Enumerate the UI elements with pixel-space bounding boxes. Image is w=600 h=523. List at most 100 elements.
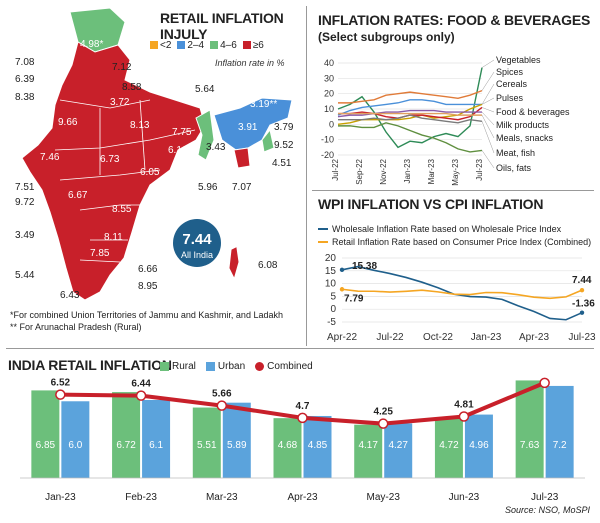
state-map-panel: 7.44 All India 4.98* 7.08 7.12 6.39 8.58 8.38… xyxy=(0,0,305,340)
wpi-end-label: -1.36 xyxy=(572,299,595,310)
wpi-y-tick: -5 xyxy=(327,317,336,328)
wpi-x-tick: Apr-22 xyxy=(327,332,357,343)
rural-bar xyxy=(354,424,383,478)
map-value-label: 6.05 xyxy=(140,167,160,178)
urban-bar xyxy=(384,423,413,478)
map-value-label: 9.52 xyxy=(274,140,294,151)
retail-legend: Rural Urban Combined xyxy=(160,361,313,372)
ssc-leader-line xyxy=(481,97,495,105)
map-value-label: 7.51 xyxy=(15,182,35,193)
cpi-start-label: 7.79 xyxy=(344,293,364,304)
map-region-andaman xyxy=(229,247,239,278)
ssc-y-tick: 30 xyxy=(324,73,334,83)
map-value-label: 6.73 xyxy=(100,154,120,165)
combined-point xyxy=(377,418,389,429)
wpi-chart-title: WPI INFLATION vs CPI INFLATION xyxy=(318,196,544,212)
map-value-label: 3.91 xyxy=(238,122,258,133)
map-value-label: 7.75 xyxy=(172,127,192,138)
map-footnote-2: ** For Arunachal Pradesh (Rural) xyxy=(10,322,142,332)
subgroup-chart-subtitle: (Select subgroups only) xyxy=(318,30,455,44)
ssc-leader-line xyxy=(481,150,495,169)
combined-value-label: 6.52 xyxy=(51,378,71,389)
ssc-series-line xyxy=(337,99,482,116)
ssc-series-label: Pulses xyxy=(496,93,524,103)
urban-value-label: 6.1 xyxy=(149,440,163,451)
retail-x-tick: Jan-23 xyxy=(45,492,76,503)
map-value-label: 3.72 xyxy=(110,97,130,108)
retail-chart-title: INDIA RETAIL INFLATION xyxy=(8,357,172,373)
ssc-series-line xyxy=(337,67,483,149)
wpi-x-tick: Jan-23 xyxy=(471,332,502,343)
ssc-series-line xyxy=(338,114,483,124)
legend-ge6: ≥6 xyxy=(242,40,264,51)
ssc-series-label: Food & beverages xyxy=(496,107,570,117)
urban-bar xyxy=(222,402,251,478)
wpi-y-tick: 15 xyxy=(325,266,337,277)
map-region-ne xyxy=(213,97,293,151)
legend-lt2: <2 xyxy=(150,40,171,51)
wpi-point xyxy=(339,267,345,273)
wpi-start-label: 15.38 xyxy=(352,261,377,272)
map-region-ne-red xyxy=(233,147,251,169)
ssc-y-tick: -10 xyxy=(321,135,334,145)
legend-urban: Urban xyxy=(205,361,245,372)
map-value-label: 3.49 xyxy=(15,230,35,241)
ssc-series-line xyxy=(338,112,482,116)
map-value-label: 8.67 xyxy=(158,178,178,189)
ssc-leader-line xyxy=(481,71,495,91)
urban-value-label: 6.0 xyxy=(68,440,82,451)
combined-point xyxy=(216,400,228,411)
combined-value-label: 5.66 xyxy=(212,389,232,400)
urban-bar xyxy=(303,415,332,478)
wpi-line xyxy=(341,265,583,321)
retail-x-tick: Apr-23 xyxy=(287,492,317,503)
urban-value-label: 7.2 xyxy=(553,440,567,451)
retail-bar-chart: 6.85 6.0 Jan-23 6.72 6.1 Feb-23 5.51 5.89 Mar-23… xyxy=(20,375,585,503)
legend-rural: Rural xyxy=(160,361,196,372)
combined-value-label: 4.7 xyxy=(296,401,310,412)
combined-point xyxy=(539,377,550,389)
ssc-series-label: Meat, fish xyxy=(496,148,535,158)
retail-x-tick: Jul-23 xyxy=(531,492,559,503)
india-map: 7.44 All India 4.98* 7.08 7.12 6.39 8.58 8.38… xyxy=(15,7,294,301)
ssc-leader-line xyxy=(481,59,495,68)
combined-value-label: 4.81 xyxy=(454,399,474,410)
ssc-y-tick: 10 xyxy=(324,104,334,114)
rural-value-label: 4.68 xyxy=(278,440,298,451)
all-india-value: 7.44 xyxy=(182,231,212,248)
urban-value-label: 4.27 xyxy=(388,440,408,451)
map-value-label: 3.43 xyxy=(206,142,226,153)
divider-vertical xyxy=(306,6,307,346)
map-title: RETAIL INFLATION INJULY xyxy=(160,10,284,42)
map-value-label: 5.96 xyxy=(198,182,218,193)
combined-point xyxy=(135,390,147,401)
wpi-point xyxy=(339,287,345,292)
ssc-x-tick: Mar-23 xyxy=(427,158,436,184)
map-state-borders xyxy=(54,99,196,263)
subgroup-line-chart: -20 -10 0 10 20 30 40 Jul-22 Sep-22 Nov-22 Jan-23 M… xyxy=(321,55,570,186)
urban-bar xyxy=(61,401,90,478)
map-value-label: 6.67 xyxy=(68,190,88,201)
ssc-x-tick: Sep-22 xyxy=(355,158,364,184)
ssc-x-tick: Jul-22 xyxy=(331,158,340,180)
map-footnote-1: *For combined Union Territories of Jammu… xyxy=(10,310,283,320)
map-region-main xyxy=(21,41,206,301)
ssc-series-label: Cereals xyxy=(496,79,528,89)
map-value-label: 7.08 xyxy=(15,57,35,68)
wpi-y-tick: 20 xyxy=(325,253,337,264)
ssc-y-tick: 0 xyxy=(329,119,334,129)
map-value-label: 9.66 xyxy=(58,117,78,128)
combined-point xyxy=(55,389,66,400)
retail-x-tick: Jun-23 xyxy=(449,492,480,503)
legend-2-4: 2–4 xyxy=(177,40,204,51)
ssc-y-tick: -20 xyxy=(321,150,334,160)
urban-value-label: 5.89 xyxy=(227,440,247,451)
ssc-leader-line xyxy=(481,121,495,154)
combined-value-label: 4.25 xyxy=(373,407,393,418)
ssc-leader-line xyxy=(481,83,495,105)
map-value-label: 5.64 xyxy=(195,84,215,95)
retail-x-tick: May-23 xyxy=(367,492,401,503)
divider-right xyxy=(312,190,594,191)
map-value-label: 8.58 xyxy=(122,82,142,93)
urban-bar xyxy=(545,385,574,478)
